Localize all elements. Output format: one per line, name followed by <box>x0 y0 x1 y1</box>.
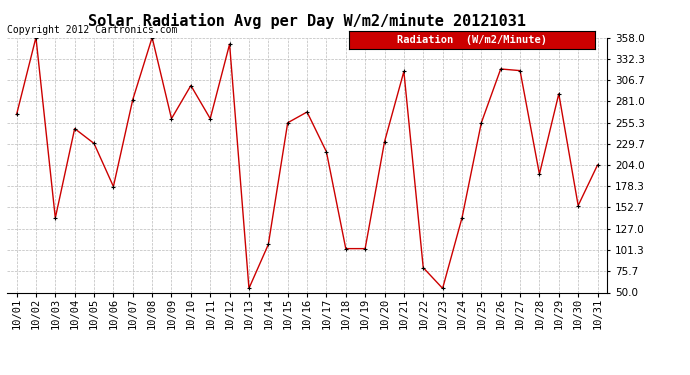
Point <box>457 215 468 221</box>
Point <box>205 116 216 122</box>
Point <box>553 91 564 97</box>
Point <box>11 111 22 117</box>
Point <box>398 69 409 75</box>
Point <box>50 215 61 221</box>
Title: Solar Radiation Avg per Day W/m2/minute 20121031: Solar Radiation Avg per Day W/m2/minute … <box>88 13 526 28</box>
Point <box>495 66 506 72</box>
Point <box>359 246 371 252</box>
Point <box>263 242 274 248</box>
Point <box>88 141 99 147</box>
Point <box>534 171 545 177</box>
Point <box>592 162 603 168</box>
Point <box>340 246 351 252</box>
Point <box>146 34 157 40</box>
Point <box>302 109 313 115</box>
Point <box>437 285 448 291</box>
Point <box>379 139 390 145</box>
Point <box>321 149 332 155</box>
Point <box>515 68 526 74</box>
Point <box>476 120 487 126</box>
Text: Copyright 2012 Cartronics.com: Copyright 2012 Cartronics.com <box>7 25 177 35</box>
Point <box>417 265 428 271</box>
Point <box>573 202 584 208</box>
Point <box>30 34 41 40</box>
Point <box>224 41 235 47</box>
Point <box>186 82 197 88</box>
Point <box>127 97 138 103</box>
Point <box>166 116 177 122</box>
Point <box>108 183 119 189</box>
Point <box>282 120 293 126</box>
Point <box>69 126 80 132</box>
Point <box>244 285 255 291</box>
